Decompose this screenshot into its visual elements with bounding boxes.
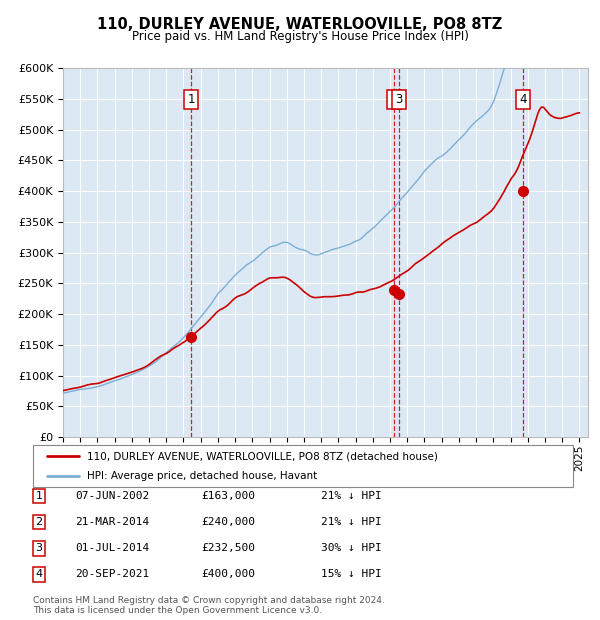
Text: £163,000: £163,000: [201, 491, 255, 501]
Text: 21% ↓ HPI: 21% ↓ HPI: [321, 491, 382, 501]
Text: Contains HM Land Registry data © Crown copyright and database right 2024.
This d: Contains HM Land Registry data © Crown c…: [33, 596, 385, 615]
Text: 30% ↓ HPI: 30% ↓ HPI: [321, 543, 382, 553]
Text: 1: 1: [187, 93, 195, 106]
Text: 01-JUL-2014: 01-JUL-2014: [75, 543, 149, 553]
Text: 15% ↓ HPI: 15% ↓ HPI: [321, 569, 382, 579]
Text: 07-JUN-2002: 07-JUN-2002: [75, 491, 149, 501]
Text: 2: 2: [35, 517, 43, 527]
Text: 3: 3: [35, 543, 43, 553]
Text: £232,500: £232,500: [201, 543, 255, 553]
Text: 20-SEP-2021: 20-SEP-2021: [75, 569, 149, 579]
Text: 110, DURLEY AVENUE, WATERLOOVILLE, PO8 8TZ (detached house): 110, DURLEY AVENUE, WATERLOOVILLE, PO8 8…: [87, 451, 438, 461]
Text: 2: 2: [390, 93, 398, 106]
Text: 1: 1: [35, 491, 43, 501]
Text: HPI: Average price, detached house, Havant: HPI: Average price, detached house, Hava…: [87, 471, 317, 480]
Text: 3: 3: [395, 93, 403, 106]
Text: 4: 4: [519, 93, 527, 106]
Text: 110, DURLEY AVENUE, WATERLOOVILLE, PO8 8TZ: 110, DURLEY AVENUE, WATERLOOVILLE, PO8 8…: [97, 17, 503, 32]
Text: 4: 4: [35, 569, 43, 579]
Text: £240,000: £240,000: [201, 517, 255, 527]
Text: Price paid vs. HM Land Registry's House Price Index (HPI): Price paid vs. HM Land Registry's House …: [131, 30, 469, 43]
FancyBboxPatch shape: [33, 445, 573, 487]
Text: £400,000: £400,000: [201, 569, 255, 579]
Text: 21% ↓ HPI: 21% ↓ HPI: [321, 517, 382, 527]
Text: 21-MAR-2014: 21-MAR-2014: [75, 517, 149, 527]
